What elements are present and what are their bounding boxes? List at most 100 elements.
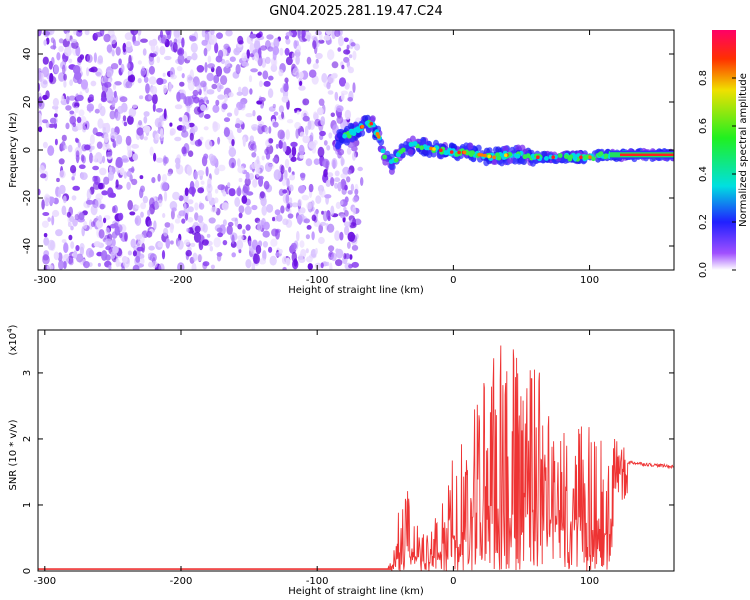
noise-blob [75,150,80,158]
noise-blob [278,248,283,254]
noise-blob [340,93,345,101]
noise-blob [237,158,241,167]
track-peak [483,153,487,158]
x-tick-label: -300 [33,576,56,587]
noise-blob [94,175,99,185]
noise-blob [156,77,164,85]
noise-blob [140,38,148,43]
snr-y-ticks: 0 1 2 3 [22,370,674,574]
noise-blob [174,157,181,165]
noise-blob [42,254,49,261]
noise-blob [343,49,351,55]
noise-blob [102,75,109,83]
noise-blob [48,60,53,70]
noise-blob [285,31,293,37]
noise-blob [63,242,69,254]
noise-blob [335,248,344,259]
noise-blob [286,119,294,124]
noise-blob [139,95,144,100]
noise-blob [326,145,331,151]
noise-blob [238,212,243,219]
noise-blob [153,220,157,230]
noise-blob [352,196,359,203]
noise-blob [151,260,158,268]
noise-blob [76,116,82,124]
noise-blob [206,99,210,105]
noise-blob [242,136,246,147]
noise-blob [198,202,205,210]
noise-blob [207,55,212,63]
noise-blob [288,166,292,173]
noise-blob [343,252,347,260]
noise-blob [140,211,144,218]
noise-blob [234,217,239,227]
noise-blob [284,158,290,169]
noise-blob [217,184,225,191]
noise-blob [311,214,317,222]
noise-blob [312,40,317,50]
snr-scale-label: (x104) [6,324,19,355]
track-core [388,159,394,165]
noise-blob [99,203,105,210]
noise-blob [338,35,344,47]
noise-blob [94,31,103,38]
noise-blob [328,132,333,139]
noise-blob [194,180,200,189]
noise-blob [236,91,243,96]
noise-blob [75,253,84,263]
noise-blob [97,262,101,267]
noise-blob [282,141,287,153]
noise-blob [75,93,80,103]
noise-blob [63,145,68,150]
noise-blob [126,170,132,177]
y-tick-label: 0 [22,568,33,574]
noise-blob [148,65,155,75]
snr-y-label: SNR (10 * v/v) [8,419,19,490]
noise-blob [136,246,144,252]
noise-blob [160,128,164,139]
noise-blob [38,112,42,123]
noise-blob [174,218,181,224]
noise-blob [307,263,313,270]
noise-blob [40,79,48,89]
noise-blob [250,68,258,73]
noise-blob [305,248,309,254]
noise-blob [270,238,278,247]
track-core [515,153,521,159]
noise-blob [151,177,156,184]
noise-blob [272,216,276,222]
noise-blob [273,111,279,116]
noise-blob [70,241,75,249]
noise-blob [301,30,306,38]
noise-blob [347,190,353,195]
colorbar-tick-label: 0.4 [698,166,709,182]
noise-blob [214,42,219,54]
noise-blob [237,185,241,197]
noise-blob [280,87,285,93]
noise-blob [55,229,63,237]
noise-blob [194,212,199,221]
noise-blob [296,110,300,115]
noise-blob [63,261,67,269]
track-peak [360,124,365,129]
noise-blob [45,90,50,99]
noise-blob [334,91,339,101]
noise-blob [274,209,281,216]
noise-blob [78,164,86,169]
noise-blob [234,107,239,117]
noise-blob [58,260,64,270]
noise-blob [208,217,216,224]
noise-blob [158,263,165,270]
noise-blob [143,111,150,117]
noise-blob [196,254,203,262]
noise-blob [187,199,194,205]
noise-blob [236,127,242,134]
noise-blob [344,225,350,236]
noise-blob [284,77,289,83]
noise-blob [142,125,151,133]
noise-blob [99,105,106,117]
noise-blob [124,232,128,242]
noise-blob [347,231,356,242]
noise-blob [68,58,73,64]
